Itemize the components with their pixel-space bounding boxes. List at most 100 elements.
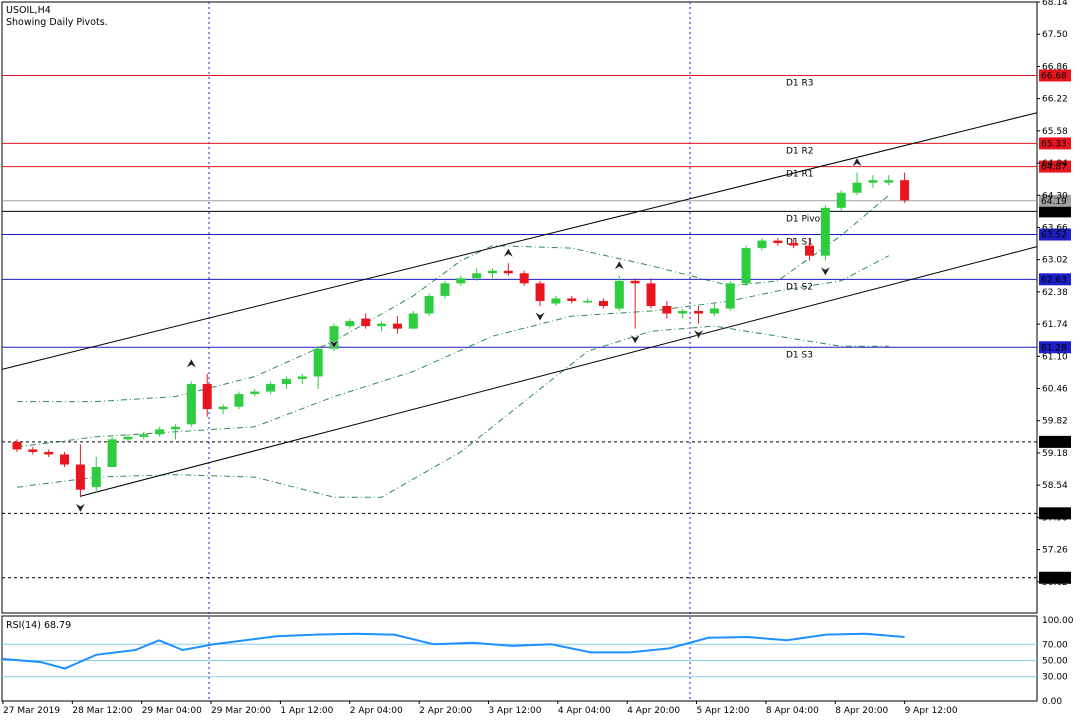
level-price-label: 59.40 (1041, 438, 1067, 448)
time-tick-label: 2 Apr 04:00 (350, 706, 403, 716)
time-tick-label: 4 Apr 20:00 (627, 706, 680, 716)
price-tick-label: 63.02 (1042, 256, 1068, 266)
time-tick-label: 2 Apr 20:00 (419, 706, 472, 716)
pivot-name: D1 S1 (786, 238, 813, 248)
price-levels: D1 R3 66.68 D1 R2 65.33 D1 R1 64.87 D1 Pivot 63… (2, 69, 1071, 584)
time-tick-label: 28 Mar 12:00 (72, 706, 132, 716)
fractal-down-arrow (328, 338, 340, 350)
pivot-price-label: 63.98 (1041, 207, 1067, 217)
grid-layer (208, 2, 691, 701)
rsi-title: RSI(14) 68.79 (6, 620, 71, 631)
time-tick-label: 8 Apr 20:00 (835, 706, 888, 716)
level-price-tag (1039, 571, 1071, 584)
candle-body (535, 283, 545, 301)
candle-body (281, 378, 291, 385)
level-price-tag (1039, 507, 1071, 520)
pivot-price-label: 66.68 (1041, 71, 1067, 81)
candles (12, 172, 910, 498)
candle-body (519, 273, 529, 284)
current-price-label: 64.19 (1041, 197, 1067, 207)
candle-body (551, 298, 561, 304)
level-price-label: 56.70 (1041, 574, 1067, 584)
candle-body (12, 441, 22, 450)
price-tick-label: 61.10 (1042, 352, 1068, 362)
pivot-price-label: 63.52 (1041, 231, 1067, 241)
candle-body (297, 376, 307, 379)
candle-body (361, 318, 371, 327)
candle-body (424, 295, 434, 314)
price-tick-label: 57.26 (1042, 546, 1068, 556)
candle-body (440, 283, 450, 296)
rsi-plot-frame (1, 615, 1038, 702)
candle-body (900, 180, 910, 201)
fractal-up-arrow (613, 260, 625, 271)
rsi-tick-label: 70.00 (1042, 640, 1068, 650)
price-tick-label: 68.14 (1042, 0, 1068, 8)
price-tick-label: 64.30 (1042, 191, 1068, 201)
chart-subtitle: Showing Daily Pivots. (6, 17, 108, 28)
candle-body (266, 384, 276, 392)
fractal-up-arrow (851, 157, 863, 168)
candle-body (694, 311, 704, 314)
candle-body (250, 391, 260, 395)
pivot-name: D1 Pivot (786, 214, 824, 224)
candle-body (598, 300, 608, 306)
candle-body (805, 245, 814, 256)
time-tick-label: 29 Mar 04:00 (142, 706, 202, 716)
candle-body (773, 240, 783, 244)
candle-body (408, 313, 418, 329)
fractal-down-arrow (819, 265, 832, 277)
channel-lower-line (80, 246, 1038, 497)
candle-body (614, 280, 624, 309)
price-tick-label: 63.66 (1042, 223, 1068, 233)
rsi-indicator (1, 632, 1037, 678)
candle-body (709, 308, 719, 314)
rsi-tick-label: 0.00 (1042, 697, 1062, 707)
time-tick-label: 8 Apr 04:00 (766, 706, 819, 716)
trend-channel (1, 112, 1038, 497)
candle-body (91, 467, 101, 488)
candle-body (171, 426, 180, 430)
price-tick-label: 61.74 (1042, 320, 1068, 330)
pivot-price-tag (1039, 137, 1071, 150)
pivot-price-label: 64.87 (1041, 163, 1067, 173)
candle-body (139, 434, 149, 437)
candle-body (852, 182, 862, 193)
candle-body (234, 394, 244, 407)
pivot-price-tag (1039, 273, 1071, 286)
price-tick-label: 65.58 (1042, 127, 1068, 137)
candle-body (868, 180, 878, 183)
time-tick-label: 4 Apr 04:00 (558, 706, 611, 716)
price-tick-label: 58.54 (1042, 481, 1068, 491)
band-lower (16, 325, 889, 498)
candle-body (75, 464, 85, 490)
fractal-up-arrow (185, 358, 198, 369)
pivot-name: D1 R1 (786, 170, 814, 180)
rsi-tick-label: 30.00 (1042, 673, 1068, 683)
fractal-up-arrow (502, 247, 515, 258)
candle-body (44, 451, 54, 455)
candle-body (313, 348, 323, 377)
time-tick-label: 3 Apr 12:00 (488, 706, 541, 716)
pivot-price-label: 61.28 (1041, 343, 1067, 353)
candle-body (472, 273, 482, 279)
fractal-down-arrow (74, 502, 87, 513)
pivot-name: D1 R3 (786, 78, 814, 88)
time-tick-label: 27 Mar 2019 (3, 706, 60, 716)
candle-body (820, 207, 830, 256)
candle-body (60, 454, 70, 465)
price-tick-label: 60.46 (1042, 385, 1068, 395)
candle-body (567, 298, 577, 301)
candle-body (757, 240, 767, 249)
time-tick-label: 5 Apr 12:00 (697, 706, 750, 716)
candle-body (329, 326, 339, 349)
current-price-tag (1039, 194, 1071, 207)
candle-body (503, 270, 513, 274)
candle-body (202, 384, 212, 410)
time-tick-label: 1 Apr 12:00 (280, 706, 333, 716)
price-tick-label: 57.90 (1042, 513, 1068, 523)
time-tick-label: 9 Apr 12:00 (905, 706, 958, 716)
main-plot-frame (1, 1, 1038, 614)
candle-body (662, 305, 672, 314)
price-tick-label: 59.18 (1042, 449, 1068, 459)
